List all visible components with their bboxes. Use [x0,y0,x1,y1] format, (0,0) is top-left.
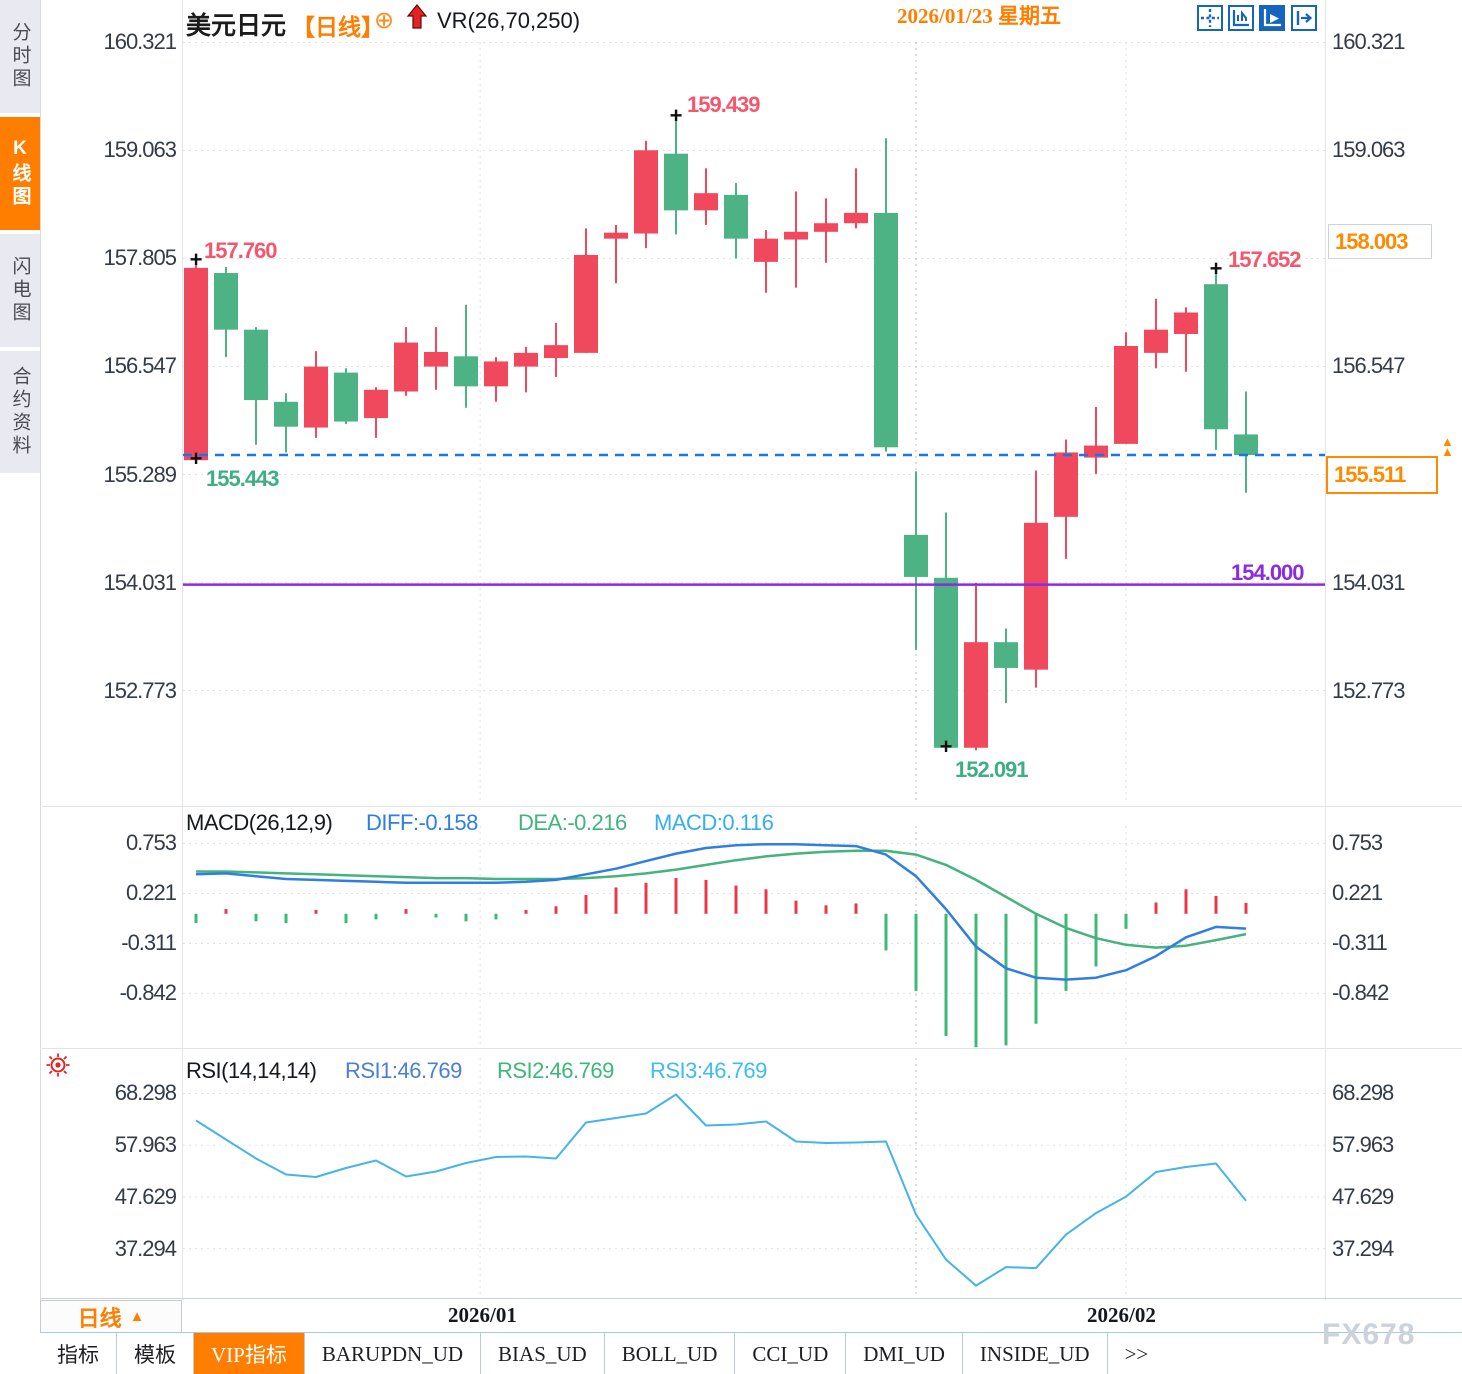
axis-label: 156.547 [103,353,177,378]
macd-dea-value: DEA:-0.216 [518,810,627,835]
peak-high-label: 159.439 [687,92,761,117]
axis-label: 160.321 [103,29,177,54]
main-macd-separator [42,806,1462,807]
axis-label: 37.294 [1332,1236,1394,1261]
rsi-params-label: RSI(14,14,14) [186,1058,317,1083]
support-line-label: 154.000 [1231,560,1305,585]
plot-left-border [182,0,183,1300]
axis-label: 152.773 [103,678,177,703]
axis-label: 0.753 [125,830,177,855]
sidebar-item-minute-chart[interactable]: 分时图 [0,0,40,113]
crosshair-date-label: 2026/01/23 星期五 [868,1,1090,29]
axis-label: 155.289 [103,462,177,487]
scale-chart-icon[interactable] [1228,5,1254,31]
axis-label: 37.294 [114,1236,177,1261]
period-title: 【日线】 [292,14,384,40]
tab-indicators[interactable]: 指标 [40,1333,117,1374]
period-selector-label: 日线 [77,1305,122,1331]
axis-label: 154.031 [1332,570,1406,595]
chart-type-sidebar: 分时图 K线图 闪电图 合约资料 [0,0,41,1300]
rsi1-value: RSI1:46.769 [345,1058,462,1083]
axis-tick-jan: 2026/01 [448,1303,517,1327]
macd-rsi-separator [42,1048,1462,1049]
candlestick-chart[interactable] [183,42,1325,800]
high-marker-icon: + [189,247,203,272]
axis-label: 47.629 [1332,1184,1394,1209]
axis-label: 157.805 [103,245,177,270]
macd-params-label: MACD(26,12,9) [186,810,333,835]
plot-right-border [1325,0,1326,1300]
signal-up-arrow-icon [406,4,428,29]
axis-label: -0.842 [1332,980,1389,1005]
high-marker-icon: + [1209,256,1223,281]
add-indicator-icon[interactable]: ⊕ [374,7,395,34]
tab-templates[interactable]: 模板 [117,1333,194,1374]
tab-cci-ud[interactable]: CCI_UD [735,1333,847,1374]
low-marker-icon: + [189,446,203,471]
alert-hot-icon[interactable] [44,1051,72,1079]
axis-label: 152.773 [1332,678,1406,703]
indicator-tab-bar: 指标 模板 VIP指标 BARUPDN_UD BIAS_UD BOLL_UD C… [40,1332,1462,1374]
candle-low-label: 155.443 [206,466,280,491]
low-marker-icon: + [939,734,953,759]
vr-indicator-label: VR(26,70,250) [437,8,581,33]
sidebar-item-candle-chart[interactable]: K线图 [0,117,40,230]
axis-label: 68.298 [1332,1080,1394,1105]
rsi2-value: RSI2:46.769 [497,1058,614,1083]
candle-high-label: 157.760 [204,238,278,263]
high-marker-icon: + [669,103,683,128]
price-spinner-icon[interactable]: ▲ ▲ [1441,434,1454,459]
axis-label: -0.842 [119,980,177,1005]
tab-vip-indicators[interactable]: VIP指标 [194,1333,305,1374]
axis-label: 160.321 [1332,29,1406,54]
axis-label: 159.063 [1332,137,1406,162]
axis-label: 156.547 [1332,353,1406,378]
recent-high-label: 157.652 [1228,247,1302,272]
tab-dmi-ud[interactable]: DMI_UD [846,1333,963,1374]
axis-label: 0.753 [1332,830,1383,855]
price-alert-box[interactable]: 158.003 [1328,224,1432,259]
axis-label: 47.629 [114,1184,177,1209]
axis-label: 159.063 [103,137,177,162]
crosshair-tool-icon[interactable] [1197,5,1223,31]
rsi-bottom-separator [40,1298,1462,1299]
tab-bias-ud[interactable]: BIAS_UD [481,1333,605,1374]
tab-barupdn-ud[interactable]: BARUPDN_UD [305,1333,482,1374]
watermark: FX678 [1322,1318,1416,1351]
period-selector[interactable]: 日线 ▲ [40,1300,182,1333]
axis-label: 57.963 [1332,1132,1394,1157]
rsi-chart[interactable] [183,1058,1325,1298]
rsi3-value: RSI3:46.769 [650,1058,767,1083]
axis-label: 68.298 [114,1080,177,1105]
auto-play-icon[interactable] [1259,5,1285,31]
triangle-up-icon: ▲ [129,1308,145,1325]
axis-label: 154.031 [103,570,177,595]
axis-label: -0.311 [121,930,177,955]
tab-boll-ud[interactable]: BOLL_UD [605,1333,736,1374]
sidebar-item-contract-info[interactable]: 合约资料 [0,351,40,473]
trough-low-label: 152.091 [955,757,1029,782]
macd-hist-value: MACD:0.116 [654,810,774,835]
macd-diff-value: DIFF:-0.158 [366,810,478,835]
sidebar-item-flash-chart[interactable]: 闪电图 [0,234,40,347]
time-axis-row: 日线 ▲ 2026/01 2026/02 [40,1300,1462,1333]
axis-label: 57.963 [114,1132,177,1157]
axis-tick-feb: 2026/02 [1087,1303,1156,1327]
tab-more[interactable]: >> [1124,1341,1149,1366]
axis-label: 0.221 [125,880,177,905]
last-price-box[interactable]: 155.511 [1326,456,1438,494]
axis-label: 0.221 [1332,880,1383,905]
tab-inside-ud[interactable]: INSIDE_UD [963,1333,1108,1374]
exit-panel-icon[interactable] [1291,5,1317,31]
macd-chart[interactable] [183,826,1325,1048]
axis-label: -0.311 [1332,930,1388,955]
symbol-title: 美元日元 [186,12,287,40]
